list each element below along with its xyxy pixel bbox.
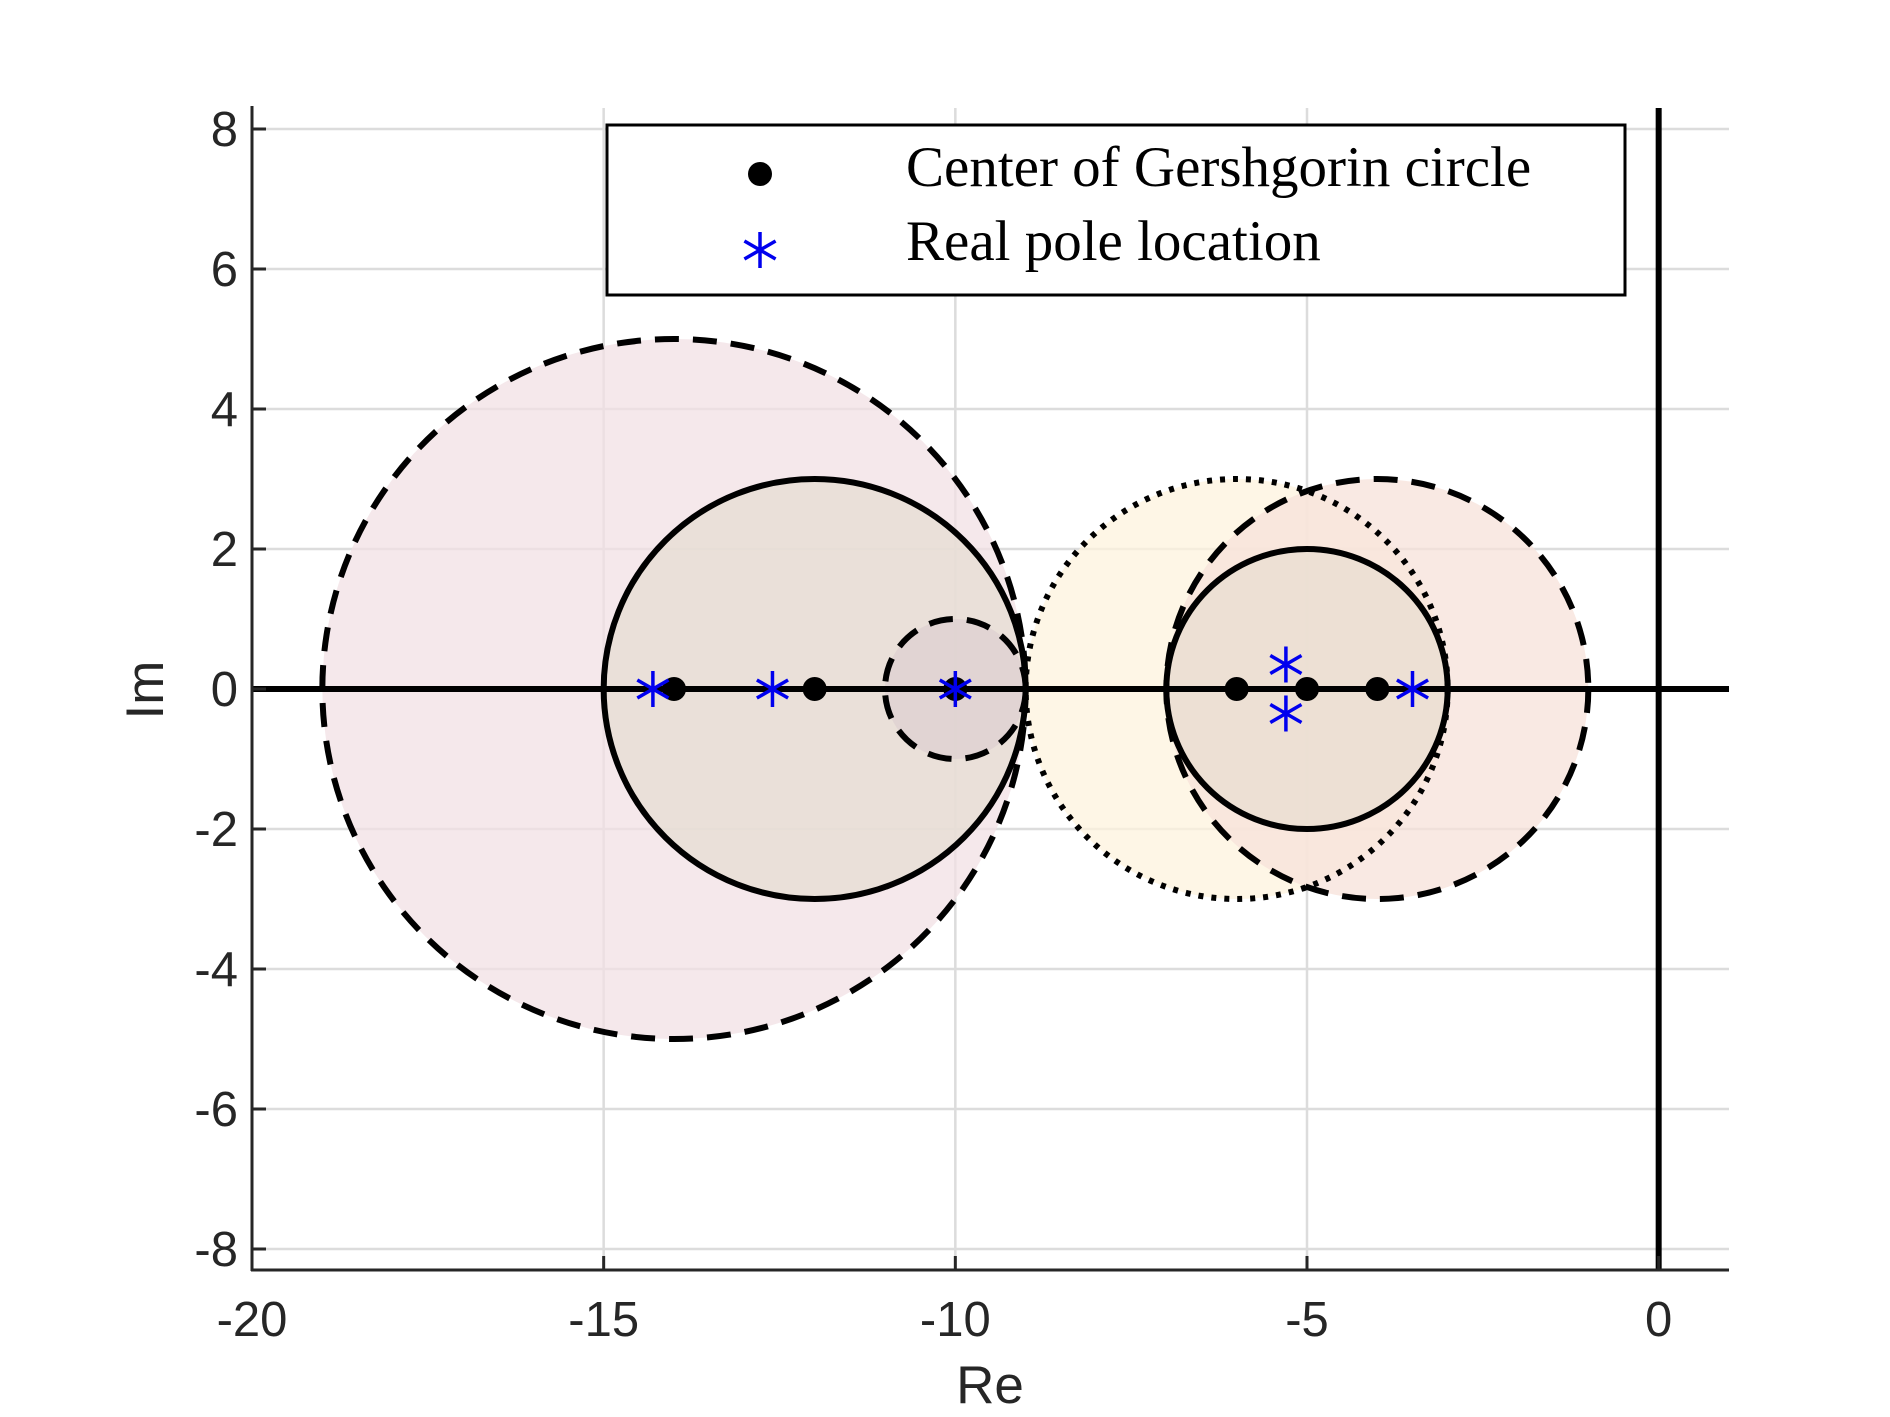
circle-center-point (1295, 677, 1319, 701)
legend-pole-marker (743, 232, 777, 268)
y-tick-label: 2 (211, 523, 238, 577)
y-axis-title: Im (116, 661, 175, 720)
legend-center-marker (748, 162, 772, 186)
x-tick-label: -10 (920, 1293, 991, 1347)
y-tick-label: 6 (211, 243, 238, 297)
circle-center-point (662, 677, 686, 701)
pole-point (1396, 671, 1429, 707)
x-tick-label: -20 (217, 1293, 288, 1347)
legend-label-centers: Center of Gershgorin circle (906, 136, 1531, 199)
tick-labels: -20 -15 -10 -5 0 8 6 4 2 0 -2 -4 -6 -8 (194, 103, 1672, 1347)
x-tick-label: -5 (1285, 1293, 1329, 1347)
reference-axes (252, 108, 1729, 1270)
legend-label-poles: Real pole location (906, 210, 1321, 273)
plot-axes (250, 106, 1729, 1272)
pole-point (756, 671, 789, 707)
y-tick-label: 4 (211, 383, 238, 437)
y-tick-label: -8 (194, 1223, 238, 1277)
legend-box (605, 123, 1627, 297)
x-axis-title: Re (956, 1356, 1024, 1415)
y-tick-label: -6 (194, 1083, 238, 1137)
gershgorin-circles (319, 336, 1592, 1042)
circle-center-point (1365, 677, 1390, 701)
legend: Center of Gershgorin circle Real pole lo… (605, 123, 1627, 297)
x-tick-label: -15 (568, 1293, 639, 1347)
y-tick-label: 0 (211, 663, 238, 717)
y-tick-label: -4 (194, 943, 238, 997)
pole-point (938, 671, 972, 707)
pole-point (636, 671, 670, 707)
pole-point (1269, 646, 1303, 683)
y-tick-label: 8 (211, 103, 238, 157)
data-markers (636, 646, 1429, 732)
circle-center-point (802, 677, 827, 701)
y-tick-label: -2 (194, 803, 238, 857)
x-tick-label: 0 (1645, 1293, 1672, 1347)
circle-center-point (1224, 677, 1249, 701)
pole-point (1269, 695, 1303, 732)
